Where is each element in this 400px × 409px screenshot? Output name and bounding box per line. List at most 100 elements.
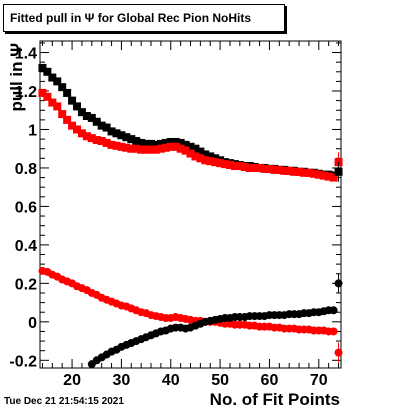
- overflow-point: [334, 348, 343, 357]
- data-point-series-1: [48, 73, 57, 82]
- chart-title-box: Fitted pull in Ψ for Global Rec Pion NoH…: [3, 4, 285, 32]
- data-point-series-1: [68, 96, 77, 105]
- data-point-series-2: [196, 154, 205, 163]
- data-point-series-2: [48, 98, 57, 107]
- x-tick-label: 30: [113, 372, 131, 389]
- data-point-series-2: [73, 125, 82, 134]
- data-point-series-1: [206, 152, 215, 161]
- data-point-series-2: [225, 161, 234, 170]
- data-point-series-1: [58, 83, 67, 92]
- data-point-series-2: [235, 162, 244, 171]
- data-point-series-1: [38, 63, 47, 72]
- y-tick-label: 0.2: [15, 276, 37, 293]
- data-point-series-2: [112, 141, 121, 150]
- data-point-series-2: [201, 156, 210, 165]
- data-point-series-1: [191, 144, 200, 153]
- data-point-series-2: [216, 159, 225, 168]
- data-point-series-2: [186, 149, 195, 158]
- data-point-series-2: [211, 158, 220, 167]
- data-point-series-2: [191, 152, 200, 161]
- y-tick-label: -0.2: [9, 353, 37, 370]
- data-point-series-2: [240, 162, 249, 171]
- x-tick-label: 40: [162, 372, 180, 389]
- data-point-series-2: [280, 166, 289, 175]
- data-point-series-1: [63, 88, 72, 97]
- data-point-series-2: [43, 92, 52, 101]
- x-tick-label: 60: [261, 372, 279, 389]
- data-point-series-2: [255, 163, 264, 172]
- data-point-series-2: [181, 146, 190, 155]
- chart-title: Fitted pull in Ψ for Global Rec Pion NoH…: [10, 11, 252, 25]
- overflow-point: [334, 167, 343, 176]
- data-point-series-2: [285, 166, 294, 175]
- data-point-series-1: [166, 137, 175, 146]
- data-point-series-1: [196, 147, 205, 156]
- data-point-series-2: [137, 145, 146, 154]
- data-point-series-1: [82, 112, 91, 121]
- overflow-point: [334, 279, 343, 288]
- data-point-series-2: [265, 164, 274, 173]
- data-point-series-1: [107, 127, 116, 136]
- data-point-series-2: [147, 145, 156, 154]
- data-point-series-1: [156, 139, 165, 148]
- data-point-series-2: [151, 145, 160, 154]
- data-point-series-2: [53, 102, 62, 111]
- data-point-series-2: [299, 168, 308, 177]
- tick-labels: 20 30 40 50 60 70 -0.2 0 0.2 0.4 0.6 0.8 1 1.2 1.4: [9, 46, 327, 389]
- data-point-series-2: [68, 121, 77, 130]
- x-tick-label: 50: [211, 372, 229, 389]
- data-point-series-4: [329, 306, 338, 315]
- x-tick-label: 20: [63, 372, 81, 389]
- y-tick-label: 1.4: [15, 46, 37, 63]
- data-point-series-2: [161, 143, 170, 152]
- data-point-series-1: [181, 140, 190, 149]
- data-point-series-2: [290, 167, 299, 176]
- data-point-series-1: [97, 121, 106, 130]
- data-point-series-1: [142, 139, 151, 148]
- data-point-series-2: [230, 162, 239, 171]
- data-point-series-1: [73, 102, 82, 111]
- data-point-series-2: [171, 142, 180, 151]
- data-point-series-1: [201, 150, 210, 159]
- x-tick-label: 70: [310, 372, 328, 389]
- data-point-series-2: [122, 143, 131, 152]
- data-point-series-2: [309, 169, 318, 178]
- data-point-series-2: [97, 137, 106, 146]
- y-axis-title: pull in Ψ: [7, 43, 26, 112]
- data-point-series-2: [319, 171, 328, 180]
- data-point-series-2: [102, 138, 111, 147]
- data-point-series-1: [112, 129, 121, 138]
- data-point-series-1: [117, 131, 126, 140]
- data-point-series-2: [270, 165, 279, 174]
- data-point-series-2: [63, 115, 72, 124]
- data-point-series-1: [53, 77, 62, 86]
- data-point-series-1: [122, 133, 131, 142]
- data-point-series-2: [38, 88, 47, 97]
- data-point-series-2: [142, 145, 151, 154]
- data-point-series-2: [250, 163, 259, 172]
- y-tick-label: 1: [28, 122, 37, 139]
- data-point-series-1: [161, 138, 170, 147]
- data-point-series-2: [314, 170, 323, 179]
- data-point-series-1: [176, 138, 185, 147]
- data-point-series-2: [329, 173, 338, 182]
- data-point-series-2: [260, 164, 269, 173]
- data-point-series-2: [324, 172, 333, 181]
- data-point-series-1: [77, 108, 86, 117]
- data-point-series-2: [295, 167, 304, 176]
- x-axis-title: No. of Fit Points: [210, 390, 340, 409]
- data-point-series-3: [329, 327, 338, 336]
- data-point-series-1: [43, 67, 52, 76]
- data-point-series-1: [186, 142, 195, 151]
- data-point-series-1: [137, 138, 146, 147]
- data-point-series-2: [117, 142, 126, 151]
- data-point-series-2: [58, 110, 67, 119]
- data-point-series-1: [132, 137, 141, 146]
- data-point-series-2: [245, 163, 254, 172]
- data-point-series-1: [147, 139, 156, 148]
- data-point-series-2: [275, 165, 284, 174]
- data-point-series-2: [82, 132, 91, 141]
- data-point-series-1: [171, 137, 180, 146]
- axis-ticks: [40, 41, 341, 368]
